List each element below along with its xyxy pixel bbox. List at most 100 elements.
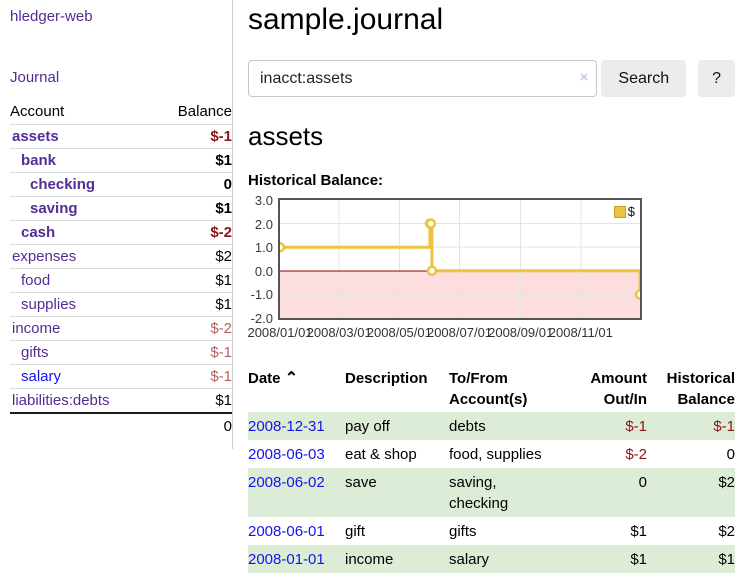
accounts-body: assets $-1 bank $1 checking 0 saving $1 … bbox=[10, 124, 232, 414]
account-balance: $-2 bbox=[210, 224, 232, 241]
chart-title: Historical Balance: bbox=[248, 172, 384, 189]
transaction-amount: $1 bbox=[630, 523, 647, 540]
accounts-total-value: 0 bbox=[153, 412, 232, 439]
account-title: assets bbox=[248, 121, 324, 151]
transaction-balance: $2 bbox=[647, 468, 735, 517]
transaction-date-link[interactable]: 2008-06-02 bbox=[248, 474, 325, 491]
chart-plot-svg bbox=[280, 200, 640, 318]
sidebar-item-journal[interactable]: Journal bbox=[10, 69, 60, 86]
transaction-date-link[interactable]: 2008-12-31 bbox=[248, 418, 325, 435]
account-row: income $-2 bbox=[10, 316, 232, 341]
register-header-amount: Amount Out/In bbox=[590, 370, 647, 408]
account-row: gifts $-1 bbox=[10, 340, 232, 365]
x-tick-label: 2008/05/01 bbox=[366, 325, 432, 340]
account-link[interactable]: supplies bbox=[21, 296, 77, 313]
search-input[interactable] bbox=[248, 60, 598, 97]
register-row: 2008-06-01 gift gifts $1 $2 bbox=[248, 517, 735, 545]
page-title: sample.journal bbox=[248, 3, 444, 36]
account-balance: $1 bbox=[215, 152, 232, 169]
account-link[interactable]: food bbox=[21, 272, 51, 289]
transaction-date-link[interactable]: 2008-06-01 bbox=[248, 523, 325, 540]
account-link[interactable]: saving bbox=[30, 200, 78, 217]
account-balance: $-1 bbox=[210, 344, 232, 361]
transaction-amount: $-2 bbox=[625, 446, 647, 463]
x-tick-label: 2008/09/01 bbox=[488, 325, 554, 340]
y-tick-label: 0.0 bbox=[254, 263, 273, 279]
account-link[interactable]: liabilities:debts bbox=[12, 392, 110, 409]
search-button[interactable]: Search bbox=[601, 60, 687, 97]
sort-ascending-icon: ⌃ bbox=[284, 370, 299, 387]
transaction-date-link[interactable]: 2008-01-01 bbox=[248, 551, 325, 568]
x-tick-label: 2008/11/01 bbox=[548, 325, 613, 340]
y-tick-label: 3.0 bbox=[254, 193, 273, 208]
accounts-total-spacer bbox=[10, 412, 154, 439]
transaction-balance: $1 bbox=[647, 545, 735, 573]
account-balance: $-1 bbox=[210, 128, 232, 145]
account-row: saving $1 bbox=[10, 196, 232, 221]
y-tick-label: -2.0 bbox=[250, 311, 273, 326]
account-balance: $2 bbox=[215, 248, 232, 265]
transaction-amount: $1 bbox=[581, 545, 647, 573]
account-balance: $1 bbox=[215, 296, 232, 313]
search-form: × Search ? bbox=[248, 60, 735, 97]
transaction-accounts: salary bbox=[449, 545, 581, 573]
accounts-header-row: Account Balance bbox=[10, 100, 232, 125]
register-header-row: Date ⌃ Description To/From Account(s) Am… bbox=[248, 366, 735, 412]
account-link[interactable]: salary bbox=[21, 368, 62, 385]
register-body: 2008-12-31 pay off debts $-1 $-1 2008-06… bbox=[248, 412, 735, 573]
transaction-accounts: gifts bbox=[449, 523, 477, 540]
transaction-description: save bbox=[345, 468, 449, 517]
account-row: liabilities:debts $1 bbox=[10, 388, 232, 414]
help-button[interactable]: ? bbox=[698, 60, 735, 97]
register-header-balance: Historical Balance bbox=[666, 370, 735, 408]
account-link[interactable]: assets bbox=[12, 128, 59, 145]
legend-label: $ bbox=[627, 204, 635, 219]
account-row: assets $-1 bbox=[10, 124, 232, 149]
brand-link[interactable]: hledger-web bbox=[10, 8, 93, 25]
transaction-accounts: food, supplies bbox=[449, 446, 542, 463]
register-header-date-label: Date bbox=[248, 370, 281, 387]
account-link[interactable]: cash bbox=[21, 224, 56, 241]
account-balance: $1 bbox=[215, 392, 232, 409]
account-balance: $1 bbox=[215, 200, 232, 217]
transaction-balance: $2 bbox=[718, 523, 735, 540]
transaction-amount: 0 bbox=[581, 468, 647, 517]
legend-swatch bbox=[613, 205, 626, 218]
transaction-balance: 0 bbox=[726, 446, 735, 463]
transaction-description: pay off bbox=[345, 412, 449, 440]
accounts-header-account: Account bbox=[10, 100, 154, 125]
account-link[interactable]: checking bbox=[30, 176, 96, 193]
accounts-header-balance: Balance bbox=[153, 100, 232, 125]
y-tick-label: -1.0 bbox=[250, 287, 273, 303]
register-header-date[interactable]: Date ⌃ bbox=[248, 366, 345, 412]
account-link[interactable]: expenses bbox=[12, 248, 77, 265]
y-tick-label: 2.0 bbox=[254, 216, 273, 232]
account-balance: $1 bbox=[215, 272, 232, 289]
accounts-total-row: 0 bbox=[10, 412, 232, 439]
register-header-description: Description bbox=[345, 370, 428, 387]
chart-plot: $ bbox=[278, 198, 642, 320]
account-balance: 0 bbox=[223, 176, 232, 193]
account-link[interactable]: income bbox=[12, 320, 61, 337]
transaction-date-link[interactable]: 2008-06-03 bbox=[248, 446, 325, 463]
transaction-amount: $-1 bbox=[581, 412, 647, 440]
register-table: Date ⌃ Description To/From Account(s) Am… bbox=[248, 366, 735, 573]
transaction-accounts: debts bbox=[449, 412, 581, 440]
transaction-balance: $-1 bbox=[647, 412, 735, 440]
account-row: cash $-2 bbox=[10, 220, 232, 245]
account-row: supplies $1 bbox=[10, 292, 232, 317]
account-row: salary $-1 bbox=[10, 364, 232, 389]
balance-chart: 3.0 2.0 1.0 0.0 -1.0 -2.0 $ 2008/01/01 2008/03… bbox=[247, 194, 735, 344]
account-link[interactable]: gifts bbox=[21, 344, 49, 361]
account-row: bank $1 bbox=[10, 148, 232, 173]
y-tick-label: 1.0 bbox=[254, 240, 273, 256]
account-balance: $-2 bbox=[210, 320, 232, 337]
x-tick-label: 2008/01/01 bbox=[247, 325, 313, 340]
clear-search-icon[interactable]: × bbox=[579, 69, 589, 86]
search-input-wrap: × bbox=[248, 60, 598, 97]
register-row: 2008-06-02 save saving, checking 0 $2 bbox=[248, 468, 735, 517]
account-link[interactable]: bank bbox=[21, 152, 57, 169]
sidebar: hledger-web Journal Account Balance asse… bbox=[0, 0, 233, 449]
transaction-description: eat & shop bbox=[345, 446, 417, 463]
